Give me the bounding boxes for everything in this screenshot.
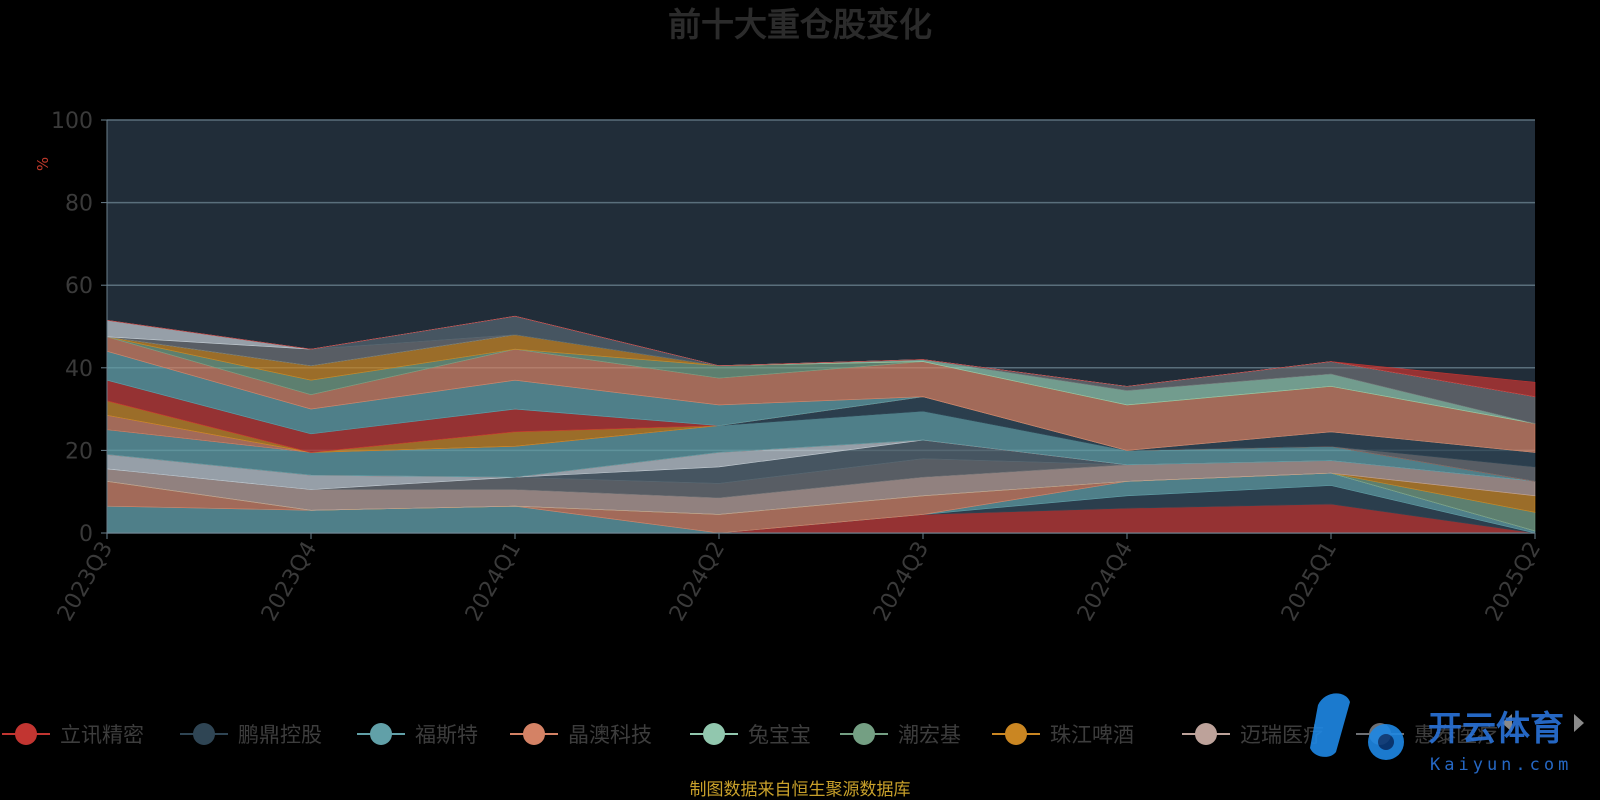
y-tick-label: 60 (65, 274, 93, 299)
y-tick-label: 20 (65, 439, 93, 464)
legend-marker-icon (853, 723, 875, 745)
legend-next-icon[interactable] (1574, 714, 1584, 732)
legend-pager[interactable] (1502, 714, 1584, 732)
legend-item[interactable]: 立讯精密 (2, 723, 144, 747)
y-tick-label: 0 (79, 522, 93, 547)
y-tick-label: 40 (65, 357, 93, 382)
logo-k-icon (1310, 693, 1350, 757)
legend[interactable]: 立讯精密 鹏鼎控股 福斯特 晶澳科技 兔宝宝 潮宏基 珠江啤酒 迈瑞医疗 惠泰医疗 (2, 723, 1498, 747)
y-axis: 0 20 40 60 80 100 (51, 109, 108, 547)
legend-prev-icon[interactable] (1502, 714, 1512, 732)
legend-item[interactable]: 兔宝宝 (690, 723, 811, 747)
legend-item[interactable]: 珠江啤酒 (992, 723, 1134, 747)
legend-label: 兔宝宝 (748, 723, 811, 747)
legend-label: 珠江啤酒 (1050, 723, 1134, 747)
legend-marker-icon (370, 723, 392, 745)
legend-item[interactable]: 迈瑞医疗 (1182, 723, 1324, 747)
x-axis: 2023Q3 2023Q4 2024Q1 2024Q2 2024Q3 2024Q4 2025… (53, 532, 1546, 626)
x-tick-label: 2024Q4 (1073, 538, 1138, 626)
legend-marker-icon (1005, 723, 1027, 745)
legend-item[interactable]: 晶澳科技 (510, 723, 652, 747)
y-tick-label: 80 (65, 192, 93, 217)
y-axis-unit: % (34, 157, 52, 171)
legend-item[interactable]: 潮宏基 (840, 723, 961, 747)
watermark-brand: 开云体育 (1428, 709, 1564, 749)
watermark-sub: Kaiyun.com (1430, 755, 1572, 775)
watermark-logo: 开云体育 Kaiyun.com (1310, 693, 1572, 775)
x-tick-label: 2023Q3 (53, 538, 118, 626)
legend-label: 立讯精密 (60, 723, 144, 747)
legend-marker-icon (703, 723, 725, 745)
y-tick-label: 100 (51, 109, 93, 134)
legend-label: 惠泰医疗 (1414, 723, 1498, 747)
area-series-27[interactable] (106, 315, 1536, 398)
legend-marker-icon (1195, 723, 1217, 745)
legend-marker-icon (15, 723, 37, 745)
legend-label: 鹏鼎控股 (238, 723, 322, 747)
x-tick-label: 2023Q4 (257, 538, 322, 626)
legend-marker-icon (193, 723, 215, 745)
legend-label: 迈瑞医疗 (1240, 723, 1324, 747)
legend-item[interactable]: 鹏鼎控股 (180, 723, 322, 747)
legend-item[interactable]: 福斯特 (357, 723, 478, 747)
x-tick-label: 2025Q2 (1481, 538, 1546, 626)
legend-label: 潮宏基 (898, 723, 961, 747)
chart-title: 前十大重仓股变化 (668, 5, 932, 44)
x-tick-label: 2025Q1 (1277, 538, 1342, 626)
legend-marker-icon (523, 723, 545, 745)
x-tick-label: 2024Q1 (461, 538, 526, 626)
legend-label: 福斯特 (415, 723, 478, 747)
x-tick-label: 2024Q2 (665, 538, 730, 626)
x-tick-label: 2024Q3 (869, 538, 934, 626)
legend-label: 晶澳科技 (568, 723, 652, 747)
data-source-note: 制图数据来自恒生聚源数据库 (690, 780, 911, 800)
area-series (106, 315, 1536, 534)
